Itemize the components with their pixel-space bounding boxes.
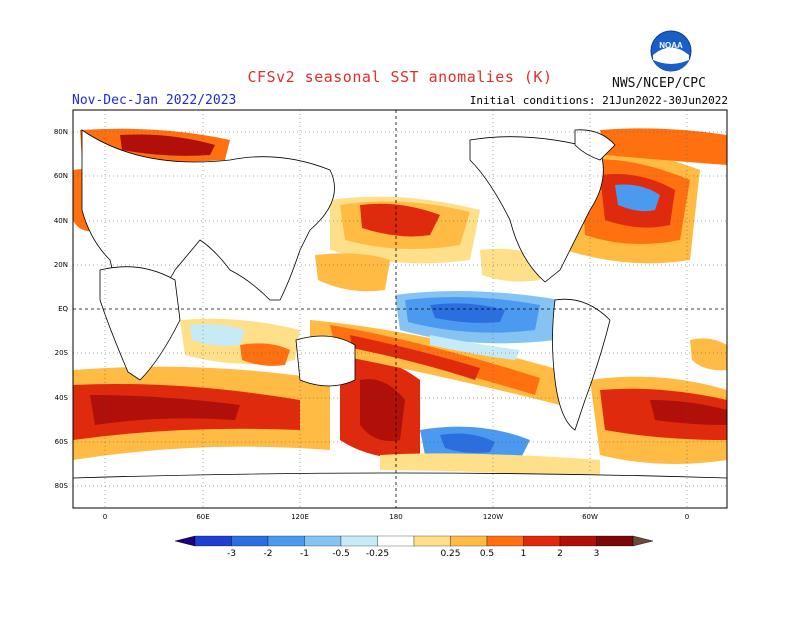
colorbar-label: 0.5 xyxy=(480,549,494,559)
colorbar-swatch xyxy=(304,535,342,547)
colorbar-label: -2 xyxy=(264,549,273,559)
equator-dateline xyxy=(73,110,727,508)
colorbar-swatch xyxy=(450,535,488,547)
lon-label: 180 xyxy=(389,513,402,521)
lat-label: 20N xyxy=(54,261,68,269)
colorbar-label: -3 xyxy=(227,549,236,559)
colorbar-swatch xyxy=(559,535,597,547)
south-america xyxy=(552,298,611,431)
lon-label: 0 xyxy=(685,513,689,521)
colorbar: -3 -2 -1 -0.5 -0.25 0.25 0.5 1 2 3 xyxy=(174,535,654,559)
colorbar-label: 0.25 xyxy=(440,549,460,559)
colorbar-label: -0.5 xyxy=(332,549,350,559)
lat-label: 40N xyxy=(54,217,68,225)
colorbar-swatch xyxy=(340,535,378,547)
anomaly-field xyxy=(73,128,727,478)
longitude-labels: 0 60E 120E 180 120W 60W 0 xyxy=(103,513,689,521)
colorbar-label: -0.25 xyxy=(366,549,389,559)
lat-label: EQ xyxy=(58,305,68,313)
colorbar-label: 3 xyxy=(594,549,600,559)
colorbar-swatch xyxy=(596,535,634,547)
colorbar-swatch xyxy=(523,535,561,547)
colorbar-label: -1 xyxy=(300,549,309,559)
logo-text: NOAA xyxy=(659,41,683,50)
forecast-period: Nov-Dec-Jan 2022/2023 xyxy=(72,93,237,108)
lon-label: 120E xyxy=(291,513,309,521)
organization-label: NWS/NCEP/CPC xyxy=(612,76,706,91)
colorbar-swatch xyxy=(413,535,451,547)
lon-label: 0 xyxy=(103,513,107,521)
latitude-labels: 80N 60N 40N 20N EQ 20S 40S 60S 80S xyxy=(54,128,69,490)
colorbar-swatch xyxy=(377,535,415,547)
north-america xyxy=(469,136,604,283)
lat-label: 80N xyxy=(54,128,68,136)
lat-label: 60S xyxy=(55,438,69,446)
gridlines xyxy=(73,110,727,508)
lon-label: 60W xyxy=(582,513,598,521)
colorbar-swatch xyxy=(194,535,232,547)
colorbar-swatch xyxy=(486,535,524,547)
lon-label: 60E xyxy=(196,513,209,521)
noaa-logo-icon: NOAA xyxy=(650,30,692,72)
lon-label: 120W xyxy=(483,513,503,521)
greenland xyxy=(574,129,616,161)
initial-conditions: Initial conditions: 21Jun2022-30Jun2022 xyxy=(469,94,728,107)
colorbar-swatch xyxy=(231,535,269,547)
lat-label: 80S xyxy=(55,482,69,490)
lat-label: 20S xyxy=(55,349,69,357)
chart-title: CFSv2 seasonal SST anomalies (K) xyxy=(247,68,553,86)
lat-label: 40S xyxy=(55,394,69,402)
colorbar-label: 1 xyxy=(521,549,527,559)
colorbar-swatch xyxy=(267,535,305,547)
colorbar-label: 2 xyxy=(557,549,563,559)
map-frame xyxy=(72,109,728,509)
africa xyxy=(99,266,181,381)
colorbar-arrow-high xyxy=(632,535,654,547)
continents xyxy=(73,129,727,508)
lat-label: 60N xyxy=(54,172,68,180)
antarctica xyxy=(73,472,727,508)
colorbar-arrow-low xyxy=(174,535,196,547)
australia xyxy=(295,335,356,387)
eurasia xyxy=(81,129,335,301)
